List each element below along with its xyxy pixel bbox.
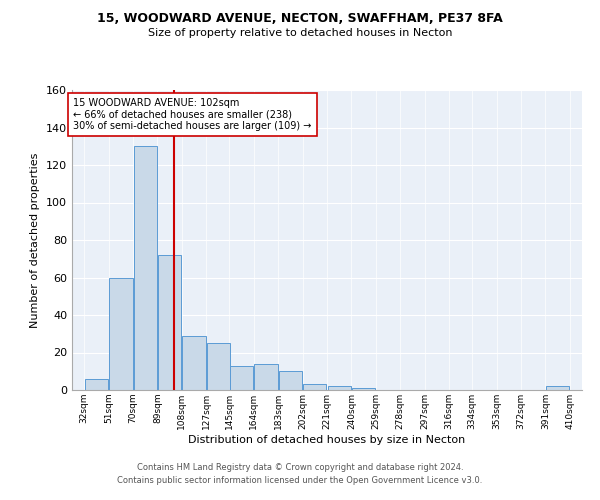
Text: Size of property relative to detached houses in Necton: Size of property relative to detached ho…: [148, 28, 452, 38]
Bar: [109, 278, 133, 390]
Text: 15 WOODWARD AVENUE: 102sqm
← 66% of detached houses are smaller (238)
30% of sem: 15 WOODWARD AVENUE: 102sqm ← 66% of deta…: [73, 98, 311, 130]
Bar: [207, 343, 230, 390]
Bar: [278, 371, 302, 390]
Text: 15, WOODWARD AVENUE, NECTON, SWAFFHAM, PE37 8FA: 15, WOODWARD AVENUE, NECTON, SWAFFHAM, P…: [97, 12, 503, 26]
Bar: [254, 364, 278, 390]
Bar: [182, 336, 206, 390]
Bar: [303, 384, 326, 390]
Bar: [158, 255, 181, 390]
Y-axis label: Number of detached properties: Number of detached properties: [31, 152, 40, 328]
Bar: [352, 388, 376, 390]
X-axis label: Distribution of detached houses by size in Necton: Distribution of detached houses by size …: [188, 434, 466, 444]
Bar: [328, 386, 351, 390]
Bar: [134, 146, 157, 390]
Bar: [546, 386, 569, 390]
Bar: [230, 366, 253, 390]
Text: Contains public sector information licensed under the Open Government Licence v3: Contains public sector information licen…: [118, 476, 482, 485]
Bar: [85, 379, 108, 390]
Text: Contains HM Land Registry data © Crown copyright and database right 2024.: Contains HM Land Registry data © Crown c…: [137, 464, 463, 472]
